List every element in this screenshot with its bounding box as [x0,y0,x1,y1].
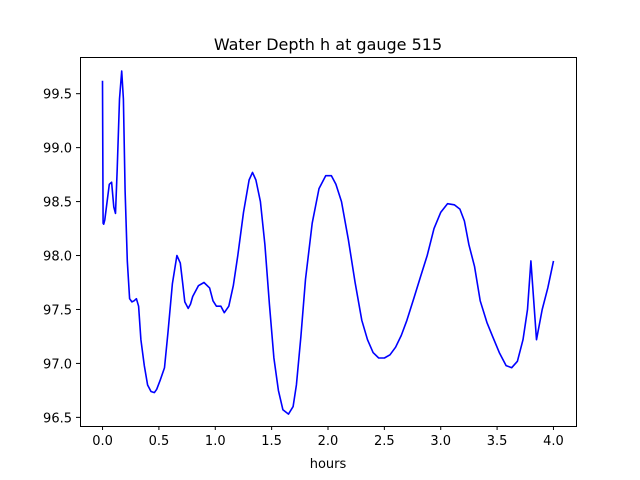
x-tick-label: 1.0 [205,434,226,449]
plot-area [101,70,555,415]
x-tick-label: 2.0 [318,434,339,449]
y-tick-label: 96.5 [43,411,72,426]
x-tick-label: 1.5 [261,434,282,449]
y-tick-label: 99.0 [43,142,72,157]
x-tick-label: 2.5 [374,434,395,449]
x-tick-label: 4.0 [543,434,564,449]
plot-frame [80,57,577,427]
y-tick-label: 98.5 [43,196,72,211]
y-tick-label: 98.0 [43,250,72,265]
x-axis-label: hours [310,457,347,472]
x-tick-label: 3.5 [487,434,508,449]
y-tick-label: 97.5 [43,303,72,318]
axis-ticks: 0.0 0.5 1.0 1.5 2.0 2.5 3.0 3.5 4.0 96.5 97.0 97.5 9… [43,88,564,449]
series-line-1 [101,70,555,415]
x-tick-label: 0.0 [92,434,113,449]
y-tick-label: 99.5 [43,88,72,103]
chart-title: Water Depth h at gauge 515 [214,35,442,54]
x-tick-label: 0.5 [149,434,170,449]
y-tick-label: 97.0 [43,357,72,372]
x-tick-label: 3.0 [430,434,451,449]
